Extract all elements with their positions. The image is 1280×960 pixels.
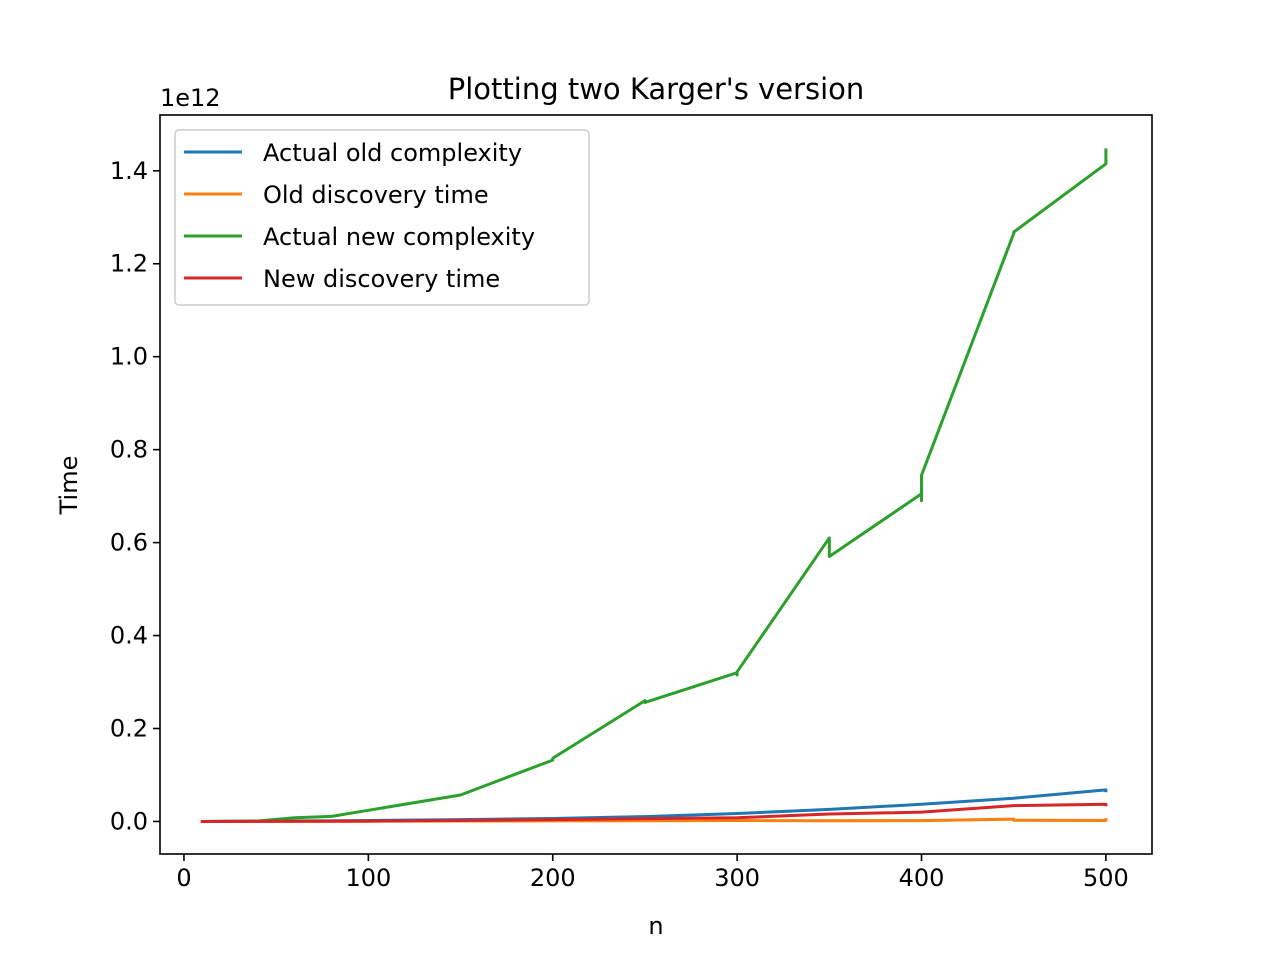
legend-label-1: Actual old complexity (263, 139, 522, 167)
x-tick-label: 400 (899, 864, 945, 892)
x-tick-label: 200 (530, 864, 576, 892)
y-tick-label: 1.4 (110, 157, 148, 185)
series-line-3 (200, 148, 1108, 823)
y-axis-ticks: 0.0 0.2 0.4 0.6 0.8 1.0 1.2 1.4 (110, 157, 160, 835)
x-tick-label: 0 (176, 864, 191, 892)
y-tick-label: 1.0 (110, 343, 148, 371)
x-axis-ticks: 0 100 200 300 400 500 (176, 854, 1129, 892)
legend-label-3: Actual new complexity (263, 223, 535, 251)
y-tick-label: 0.2 (110, 715, 148, 743)
axes-frame (159, 114, 1153, 855)
x-tick-label: 300 (714, 864, 760, 892)
legend-label-4: New discovery time (263, 265, 500, 293)
y-tick-label: 0.0 (110, 807, 148, 835)
y-axis-label: Time (55, 456, 83, 516)
y-tick-label: 0.4 (110, 622, 148, 650)
y-tick-label: 0.6 (110, 529, 148, 557)
chart-title: Plotting two Karger's version (448, 72, 865, 106)
legend-label-2: Old discovery time (263, 181, 489, 209)
series-line-4 (200, 802, 1108, 823)
y-tick-label: 0.8 (110, 436, 148, 464)
x-axis-label: n (648, 912, 663, 940)
x-tick-label: 100 (345, 864, 391, 892)
plot-area (159, 114, 1153, 855)
legend: Actual old complexity Old discovery time A… (174, 129, 590, 306)
y-tick-label: 1.2 (110, 250, 148, 278)
legend-box (174, 129, 590, 306)
y-offset-label: 1e12 (160, 84, 221, 112)
x-tick-label: 500 (1083, 864, 1129, 892)
